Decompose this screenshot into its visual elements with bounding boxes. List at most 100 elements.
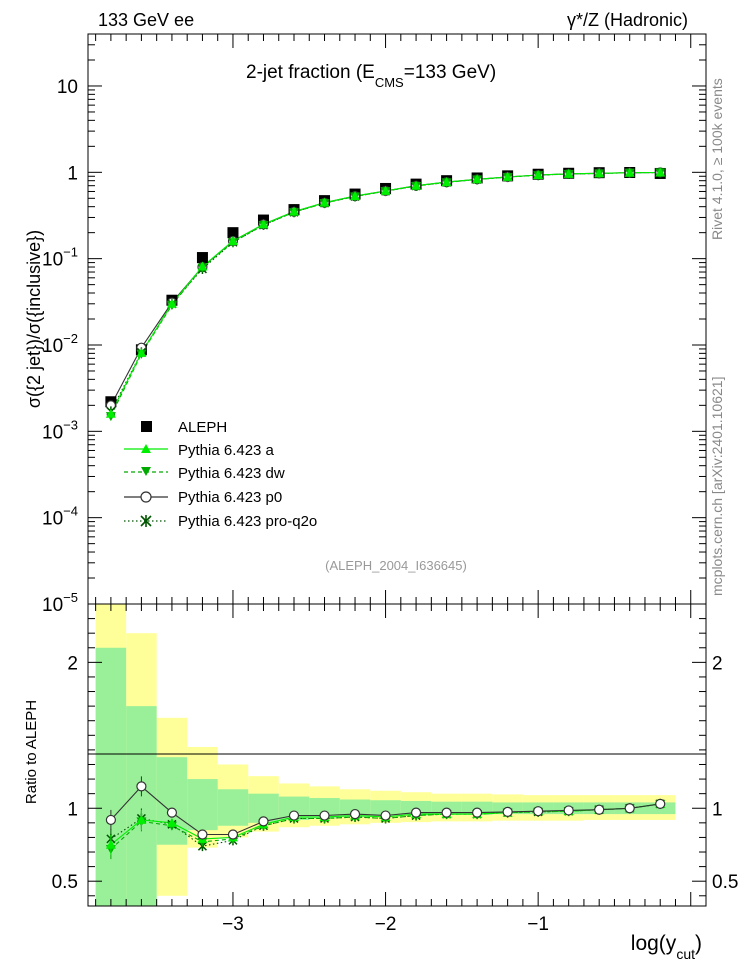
main-line-dw xyxy=(110,171,661,417)
legend-item-p0: Pythia 6.423 p0 xyxy=(124,489,282,506)
main-y-tick-base: 10 xyxy=(42,509,63,530)
legend-marker-dw xyxy=(141,467,151,476)
main-y-tick-label: 1 xyxy=(67,163,78,184)
ratio-band-inner xyxy=(126,706,157,906)
ratio-x-tick-labels: −3 −2 −1 xyxy=(222,914,549,935)
main-point-a xyxy=(563,168,574,178)
ratio-point-p0 xyxy=(624,803,635,814)
main-line-q2o xyxy=(110,171,661,412)
legend-label-dw: Pythia 6.423 dw xyxy=(178,465,285,482)
main-point-aleph xyxy=(196,252,208,264)
main-point-a xyxy=(197,261,208,271)
legend: ALEPH Pythia 6.423 a Pythia 6.423 dw Pyt… xyxy=(124,419,317,530)
ratio-band-inner xyxy=(278,796,310,820)
ratio-band-inner xyxy=(217,789,249,826)
plot-title-main: 2-jet fraction (E xyxy=(246,62,375,83)
ratio-point-a xyxy=(136,814,147,824)
x-axis-label-sub: cut xyxy=(676,946,695,962)
ratio-point-p0 xyxy=(594,804,605,815)
main-y-tick-label: 10−2 xyxy=(42,331,78,357)
ratio-panel: 0.5 0.5 1 1 2 2 −3 −2 −1 Ratio to ALEPH log(ycu… xyxy=(23,603,739,962)
x-axis-label-tail: ) xyxy=(695,932,702,955)
main-marks xyxy=(105,167,666,422)
ratio-point-p0 xyxy=(319,810,330,821)
ratio-point-p0 xyxy=(472,807,483,818)
ratio-point-a xyxy=(105,839,116,849)
plot-title: 2-jet fraction (ECMS=133 GeV) xyxy=(246,62,496,90)
main-y-tick-label: 10 xyxy=(57,77,78,98)
main-ticks xyxy=(88,33,706,605)
header-left: 133 GeV ee xyxy=(98,10,194,30)
legend-marker-a xyxy=(141,444,151,453)
main-y-tick-exp: −1 xyxy=(63,245,78,260)
ratio-band-inner xyxy=(309,798,340,819)
main-point-a xyxy=(441,177,452,187)
plot-title-tail: =133 GeV) xyxy=(404,62,496,83)
ratio-marks xyxy=(105,776,666,860)
ratio-y-tick-label: 0.5 xyxy=(52,872,78,893)
main-y-tick-base: 10 xyxy=(42,336,63,357)
main-point-a xyxy=(594,168,605,178)
x-axis-label: log(ycut) xyxy=(631,932,702,962)
main-y-tick-exp: −5 xyxy=(63,590,78,605)
main-y-tick-base: 10 xyxy=(42,250,63,271)
ratio-x-tick-label: −2 xyxy=(375,914,397,935)
main-y-tick-label: 10−4 xyxy=(42,504,78,530)
x-axis-label-main: log(y xyxy=(631,932,677,955)
main-y-tick-exp: −4 xyxy=(63,504,78,519)
legend-item-q2o: Pythia 6.423 pro-q2o xyxy=(124,513,317,530)
main-y-tick-base: 10 xyxy=(42,422,63,443)
main-line-p0 xyxy=(110,171,661,406)
ratio-point-p0 xyxy=(288,810,300,821)
ratio-point-p0 xyxy=(563,805,574,816)
y-axis-label: σ({2 jet})/σ({inclusive}) xyxy=(24,230,44,408)
main-point-a xyxy=(411,180,422,190)
legend-label-aleph: ALEPH xyxy=(178,419,227,436)
watermark: (ALEPH_2004_I636645) xyxy=(325,558,467,573)
main-y-tick-exp: −2 xyxy=(63,331,78,346)
mcplots-label: mcplots.cern.ch [arXiv:2401.10621] xyxy=(709,377,725,596)
ratio-point-p0 xyxy=(258,816,269,827)
main-point-a xyxy=(380,185,391,195)
main-line-a xyxy=(110,171,661,414)
main-point-a xyxy=(624,167,635,177)
ratio-x-tick-label: −1 xyxy=(527,914,549,935)
main-point-a xyxy=(472,174,483,184)
ratio-y-tick-labels: 0.5 0.5 1 1 2 2 xyxy=(52,653,739,893)
ratio-y-tick-label-right: 0.5 xyxy=(712,872,738,893)
ratio-point-p0 xyxy=(349,808,361,820)
plot-title-sub: CMS xyxy=(375,75,404,90)
main-point-a xyxy=(289,206,299,216)
ratio-band-inner xyxy=(95,647,127,906)
main-point-a xyxy=(655,167,666,177)
ratio-point-p0 xyxy=(533,806,544,817)
ratio-x-tick-label: −3 xyxy=(222,914,244,935)
main-y-tick-base: 10 xyxy=(42,595,63,616)
main-point-a xyxy=(319,197,330,207)
header-right: γ*/Z (Hadronic) xyxy=(567,10,688,30)
ratio-frame xyxy=(87,603,707,907)
ratio-point-p0 xyxy=(227,829,239,840)
ratio-point-p0 xyxy=(105,814,116,826)
legend-label-p0: Pythia 6.423 p0 xyxy=(178,489,282,506)
ratio-point-p0 xyxy=(166,807,178,818)
ratio-y-tick-label-right: 1 xyxy=(712,799,723,820)
main-point-a xyxy=(227,236,238,246)
ratio-point-a xyxy=(166,817,177,827)
main-point-a xyxy=(136,347,147,357)
ratio-bands xyxy=(95,604,676,906)
ratio-band-inner xyxy=(370,800,401,817)
ratio-point-p0 xyxy=(136,781,147,792)
legend-marker-aleph xyxy=(141,421,152,432)
main-y-tick-label: 10−1 xyxy=(42,245,78,271)
main-point-aleph xyxy=(227,227,239,239)
main-y-tick-base: 10 xyxy=(57,77,78,98)
main-y-tick-base: 1 xyxy=(67,163,78,184)
main-point-a xyxy=(258,219,269,229)
main-point-a xyxy=(350,191,361,201)
ratio-y-tick-label: 2 xyxy=(67,653,78,674)
legend-item-aleph: ALEPH xyxy=(141,419,227,436)
legend-label-a: Pythia 6.423 a xyxy=(178,442,275,459)
